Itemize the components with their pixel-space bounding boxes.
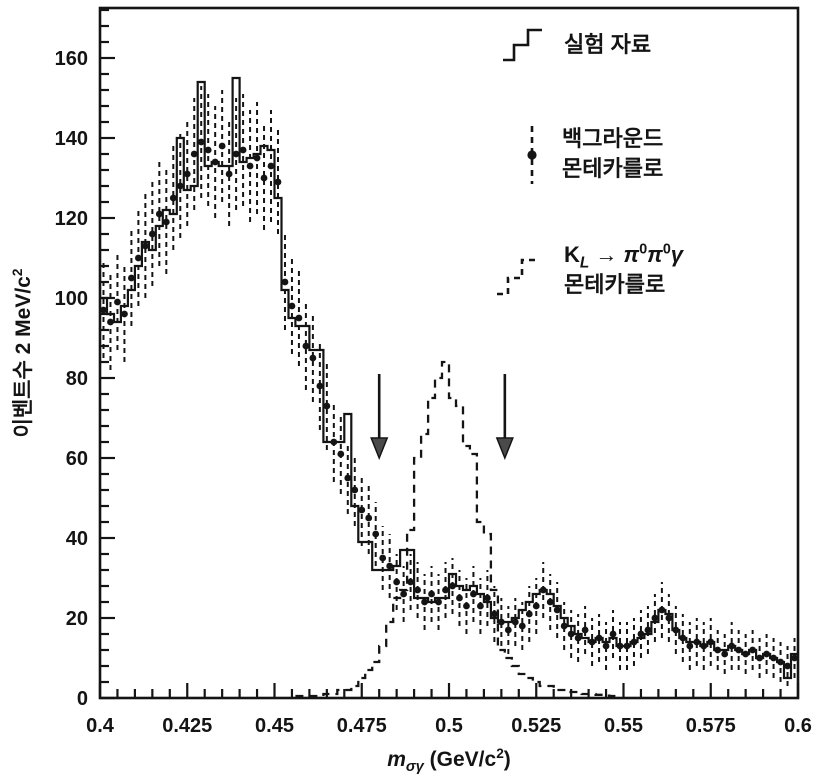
y-tick-label: 60: [66, 448, 88, 470]
legend-entry-data: 실험 자료: [500, 22, 651, 66]
dashed-step-glyph: [497, 258, 538, 296]
y-tick-label: 100: [55, 288, 88, 310]
x-tick-label: 0.475: [337, 715, 387, 737]
signal-mc-histogram: [295, 360, 617, 698]
x-tick-label: 0.6: [784, 715, 812, 737]
y-tick-label: 140: [55, 128, 88, 150]
x-tick-label: 0.575: [686, 715, 736, 737]
x-tick-label: 0.55: [604, 715, 643, 737]
x-tick-label: 0.525: [511, 715, 561, 737]
y-axis-label: 이벤트수 2 MeV/c2: [10, 268, 35, 438]
y-tick-label: 40: [66, 528, 88, 550]
arrow-head: [370, 437, 389, 461]
x-tick-label: 0.4: [86, 715, 115, 737]
legend-label-background-mc: 백그라운드 몬테카를로: [562, 124, 663, 184]
data-histogram: [100, 76, 798, 680]
legend-label-signal-mc-line2: 몬테카를로: [564, 272, 666, 297]
x-tick-label: 0.5: [435, 715, 463, 737]
legend-label-data: 실험 자료: [564, 32, 652, 57]
legend-formula: KL → π0π0γ: [564, 241, 684, 272]
y-tick-label: 160: [55, 48, 88, 70]
legend-entry-background-mc: 백그라운드 몬테카를로: [524, 124, 663, 186]
arrow-head: [495, 437, 514, 461]
x-axis-label: mσγ (GeV/c2): [387, 746, 511, 776]
legend-label-background-mc-line1: 백그라운드: [562, 126, 664, 151]
y-tick-label: 0: [77, 688, 88, 710]
x-tick-label: 0.425: [162, 715, 212, 737]
legend-label-background-mc-line2: 몬테카를로: [562, 156, 664, 181]
y-tick-label: 80: [66, 368, 88, 390]
y-tick-label: 120: [55, 208, 88, 230]
tick-labels: 0.4 0.425 0.45 0.475 0.5 0.525 0.55 0.575 0.6 0 20…: [55, 48, 812, 737]
step-line-glyph: [503, 28, 542, 62]
x-tick-label: 0.45: [255, 715, 294, 737]
y-tick-label: 20: [66, 608, 88, 630]
axes: [98, 6, 800, 700]
legend-label-signal-mc: KL → π0π0γ 몬테카를로: [564, 240, 683, 300]
signal-region-arrows: [370, 374, 514, 461]
legend-entry-signal-mc: KL → π0π0γ 몬테카를로: [494, 240, 683, 302]
point-errorbar-glyph: [527, 126, 537, 184]
